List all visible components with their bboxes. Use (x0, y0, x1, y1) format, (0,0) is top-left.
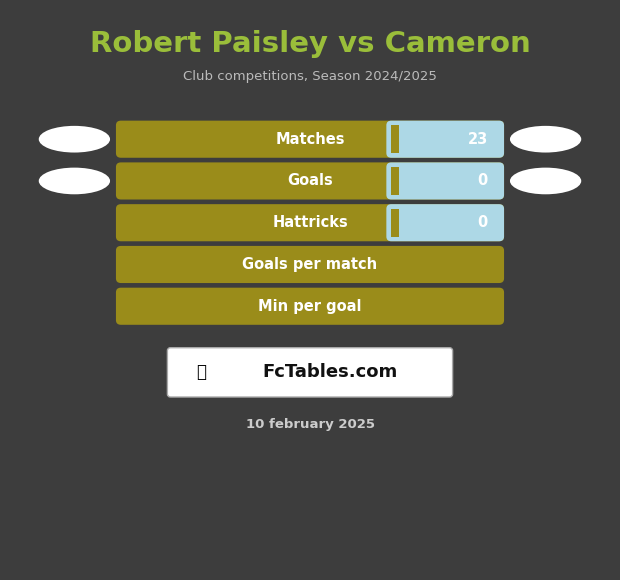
FancyBboxPatch shape (386, 162, 504, 200)
Text: 23: 23 (467, 132, 488, 147)
Text: Robert Paisley vs Cameron: Robert Paisley vs Cameron (90, 30, 530, 57)
FancyBboxPatch shape (116, 121, 504, 158)
Bar (391, 167, 399, 195)
Text: 📊: 📊 (197, 363, 206, 382)
Text: 0: 0 (477, 215, 488, 230)
Bar (391, 125, 399, 153)
Text: Matches: Matches (275, 132, 345, 147)
FancyBboxPatch shape (116, 204, 504, 241)
Ellipse shape (39, 126, 110, 153)
Text: Goals: Goals (287, 173, 333, 188)
Text: FcTables.com: FcTables.com (262, 363, 397, 382)
Text: 10 february 2025: 10 february 2025 (246, 418, 374, 431)
Text: 0: 0 (477, 173, 488, 188)
Text: Goals per match: Goals per match (242, 257, 378, 272)
Text: Hattricks: Hattricks (272, 215, 348, 230)
FancyBboxPatch shape (386, 121, 504, 158)
FancyBboxPatch shape (116, 162, 504, 200)
Ellipse shape (510, 168, 582, 194)
Text: Club competitions, Season 2024/2025: Club competitions, Season 2024/2025 (183, 70, 437, 83)
Ellipse shape (39, 168, 110, 194)
FancyBboxPatch shape (116, 288, 504, 325)
FancyBboxPatch shape (116, 246, 504, 283)
Text: Min per goal: Min per goal (259, 299, 361, 314)
Ellipse shape (510, 126, 582, 153)
FancyBboxPatch shape (386, 204, 504, 241)
FancyBboxPatch shape (167, 348, 453, 397)
Bar (391, 209, 399, 237)
